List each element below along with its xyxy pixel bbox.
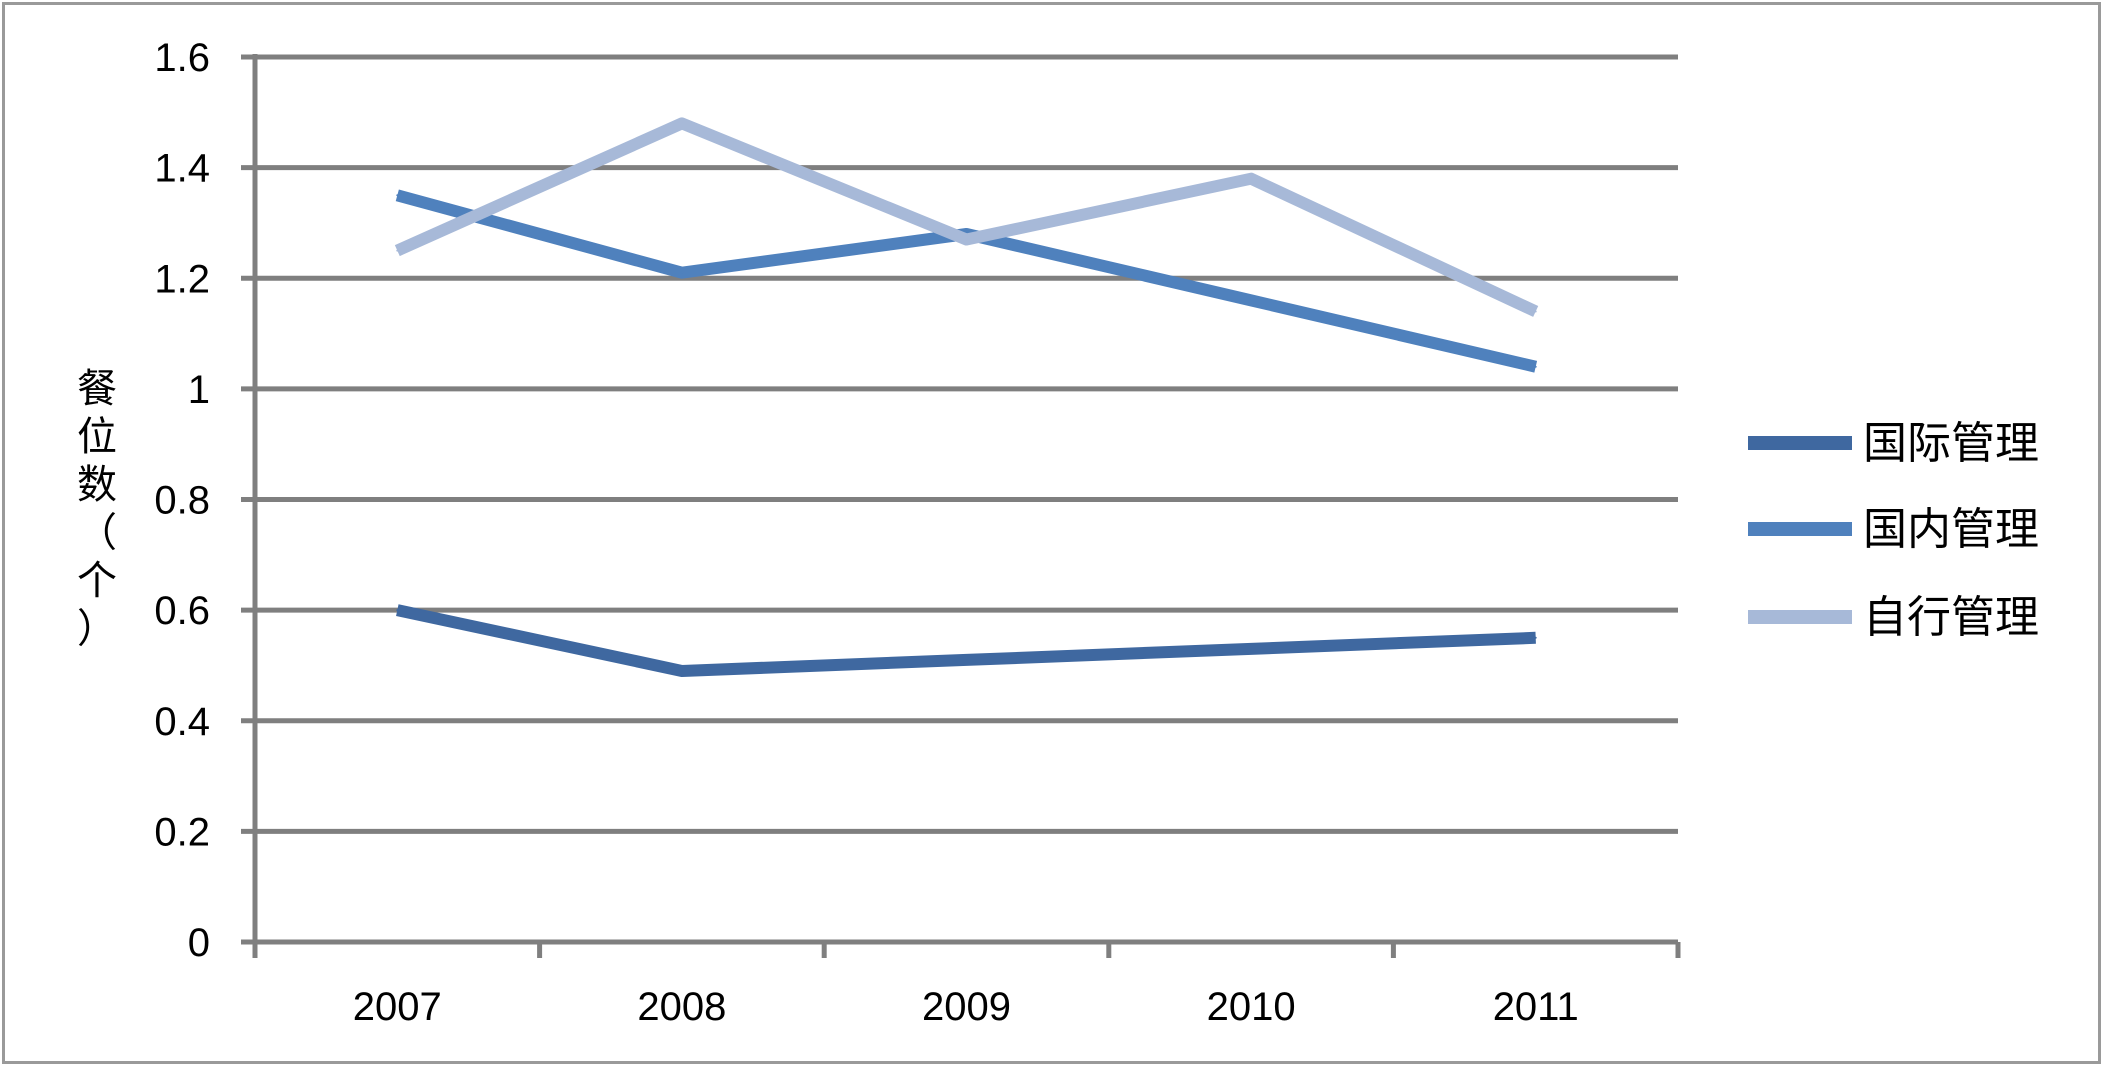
data-point <box>680 669 683 672</box>
y-tick-label: 1.4 <box>154 147 210 191</box>
x-tick-labels: 2007 2008 2009 2010 2011 <box>353 985 1579 1029</box>
y-tick-label: 0 <box>188 921 210 965</box>
data-point <box>1250 299 1253 302</box>
series-lines <box>394 117 1539 677</box>
gridlines <box>241 54 1678 945</box>
x-tick-label: 2008 <box>637 985 726 1029</box>
series-line-2 <box>395 189 1538 373</box>
y-axis-title: 餐位数（个） <box>77 366 117 652</box>
y-axis-label: 餐位数（个） <box>77 366 117 652</box>
legend-label: 国内管理 <box>1863 504 2039 555</box>
y-tick-label: 0.8 <box>154 479 210 523</box>
x-tick-label: 2007 <box>353 985 442 1029</box>
y-tick-label: 1 <box>188 368 210 412</box>
data-point <box>1534 365 1537 368</box>
axes <box>252 54 1681 958</box>
data-point <box>965 658 968 661</box>
y-tick-label: 0.4 <box>154 700 210 744</box>
series-line-1 <box>396 604 1536 677</box>
y-tick-label: 1.2 <box>154 257 210 301</box>
series-line-3 <box>394 117 1539 317</box>
y-tick-label: 1.6 <box>154 36 210 80</box>
data-point <box>965 238 968 241</box>
data-point <box>1534 310 1537 313</box>
data-point <box>680 122 683 125</box>
data-point <box>1250 647 1253 650</box>
y-tick-label: 0.6 <box>154 589 210 633</box>
data-point <box>1250 177 1253 180</box>
data-point <box>680 271 683 274</box>
data-point <box>396 249 399 252</box>
data-point <box>396 609 399 612</box>
x-tick-label: 2010 <box>1207 985 1296 1029</box>
y-tick-label: 0.2 <box>154 810 210 854</box>
data-point <box>1534 636 1537 639</box>
data-point <box>396 194 399 197</box>
legend-label: 自行管理 <box>1863 592 2039 643</box>
x-tick-label: 2009 <box>922 985 1011 1029</box>
legend-label: 国际管理 <box>1863 418 2039 469</box>
y-tick-labels: 0 0.2 0.4 0.6 0.8 1 1.2 1.4 1.6 <box>154 36 210 965</box>
x-tick-label: 2011 <box>1493 985 1579 1029</box>
